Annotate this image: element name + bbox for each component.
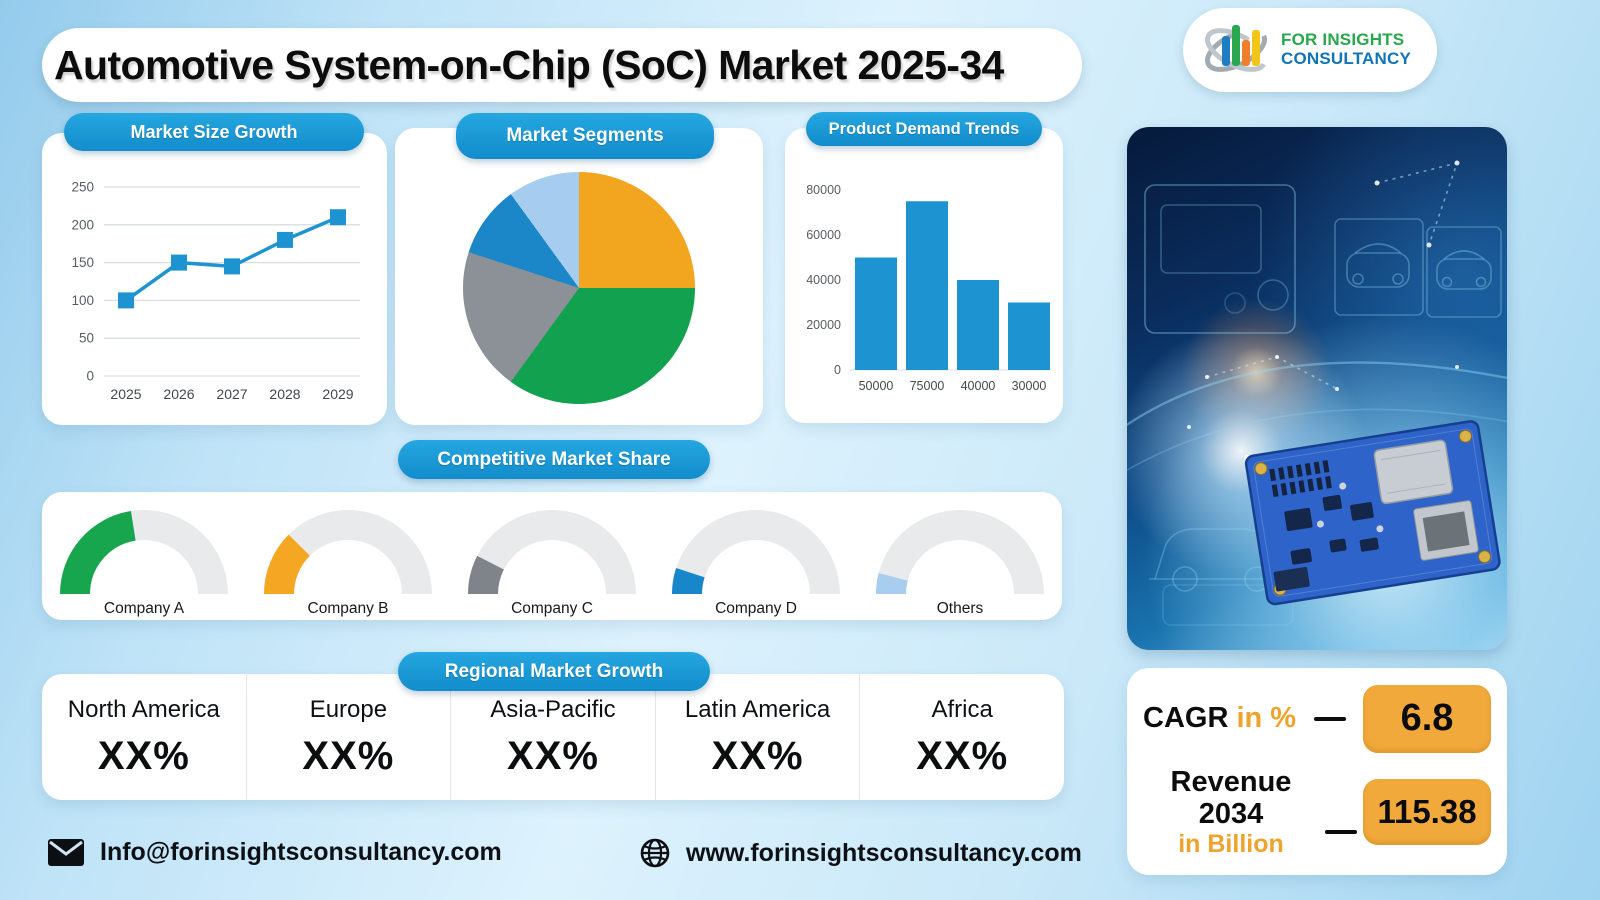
cagr-row: CAGR in % 6.8 (1143, 684, 1491, 753)
gauge-arc (264, 510, 432, 595)
gauge-company-c: Company C (450, 492, 654, 620)
svg-text:2028: 2028 (269, 386, 300, 402)
title-banner: Automotive System-on-Chip (SoC) Market 2… (42, 28, 1082, 102)
svg-text:20000: 20000 (806, 318, 841, 332)
cagr-dash (1313, 716, 1346, 721)
cagr-label: CAGR in % (1143, 701, 1297, 735)
svg-text:150: 150 (71, 255, 94, 270)
market-segments-card (395, 128, 763, 425)
region-asia-pacific: Asia-Pacific XX% (451, 674, 656, 800)
region-name: Africa (931, 695, 993, 723)
competitive-market-share-title: Competitive Market Share (398, 440, 710, 479)
cagr-unit-text: in % (1236, 701, 1297, 734)
svg-text:200: 200 (71, 217, 94, 232)
regional-market-growth-card: North America XX% Europe XX% Asia-Pacific XX%… (42, 674, 1064, 800)
region-africa: Africa XX% (860, 674, 1064, 800)
gauge-company-d: Company D (654, 492, 858, 620)
automotive-soc-tech-image (1127, 127, 1507, 650)
gauge-others: Others (858, 492, 1062, 620)
region-value: XX% (916, 733, 1009, 778)
footer-email-text: Info@forinsightsconsultancy.com (100, 838, 502, 866)
gauge-label: Company C (511, 600, 593, 617)
product-demand-trends-card: 80000 60000 40000 20000 0 50000 75000 40000 3000… (785, 128, 1063, 423)
gauge-label: Company A (103, 600, 185, 617)
market-segments-pie-chart (463, 172, 695, 404)
region-name: Europe (309, 695, 388, 723)
company-logo: FOR INSIGHTS CONSULTANCY (1183, 8, 1437, 92)
svg-text:0: 0 (834, 363, 841, 377)
revenue-label: Revenue 2034 in Billion (1143, 765, 1319, 858)
market-size-growth-card: 250 200 150 100 50 0 2025 2026 2027 2028 2029 (42, 133, 387, 425)
product-demand-trends-title: Product Demand Trends (806, 112, 1042, 146)
footer-website-text: www.forinsightsconsultancy.com (686, 838, 1082, 867)
svg-text:2027: 2027 (216, 386, 247, 402)
gauge-label: Company D (715, 600, 797, 617)
gauge-arc (876, 510, 1044, 595)
svg-text:0: 0 (86, 369, 94, 384)
svg-text:40000: 40000 (961, 379, 996, 393)
envelope-icon (48, 839, 84, 866)
gauge-company-a: Company A (42, 492, 246, 620)
gauge-label: Others (936, 600, 984, 617)
gauge-label: Company B (307, 600, 389, 617)
region-value: XX% (711, 733, 804, 778)
svg-text:80000: 80000 (806, 183, 841, 197)
revenue-value-badge: 115.38 (1363, 779, 1491, 846)
gauge-arc (672, 510, 840, 595)
region-name: Asia-Pacific (490, 695, 616, 723)
svg-text:2029: 2029 (322, 386, 353, 402)
page-title: Automotive System-on-Chip (SoC) Market 2… (54, 41, 1004, 88)
svg-text:2025: 2025 (110, 386, 141, 402)
revenue-unit-text: in Billion (1178, 829, 1284, 858)
footer-website: www.forinsightsconsultancy.com (640, 838, 1082, 868)
gauge-arc (468, 510, 636, 595)
market-size-growth-title: Market Size Growth (64, 113, 364, 151)
region-name: North America (67, 695, 220, 723)
svg-text:60000: 60000 (806, 228, 841, 242)
region-north-america: North America XX% (42, 674, 247, 800)
logo-line2: CONSULTANCY (1281, 49, 1412, 68)
cagr-label-text: CAGR (1143, 701, 1229, 734)
revenue-dash (1325, 830, 1357, 835)
stats-card: CAGR in % 6.8 Revenue 2034 in Billion 11… (1127, 668, 1507, 875)
svg-text:100: 100 (71, 293, 94, 308)
svg-text:50: 50 (79, 331, 94, 346)
product-demand-trends-chart: 80000 60000 40000 20000 0 50000 75000 40000 3000… (806, 183, 1051, 393)
revenue-row: Revenue 2034 in Billion 115.38 (1143, 765, 1491, 858)
revenue-label-text: Revenue 2034 (1170, 765, 1292, 830)
svg-text:75000: 75000 (910, 379, 945, 393)
logo-bars-icon (1205, 25, 1267, 72)
region-latin-america: Latin America XX% (656, 674, 861, 800)
cagr-value-badge: 6.8 (1362, 684, 1491, 753)
competitive-market-share-card: Company A Company B Company C Company D Othe… (42, 492, 1062, 620)
globe-icon (640, 838, 670, 868)
logo-text: FOR INSIGHTS CONSULTANCY (1281, 31, 1411, 68)
svg-text:40000: 40000 (806, 273, 841, 287)
region-value: XX% (302, 733, 395, 778)
regional-market-growth-title: Regional Market Growth (398, 652, 710, 691)
market-size-growth-chart: 250 200 150 100 50 0 2025 2026 2027 2028 2029 (71, 180, 360, 402)
region-europe: Europe XX% (247, 674, 452, 800)
gauge-arc (60, 510, 228, 595)
region-name: Latin America (684, 695, 831, 723)
svg-text:2026: 2026 (163, 386, 194, 402)
svg-text:250: 250 (71, 180, 94, 195)
svg-text:30000: 30000 (1012, 379, 1047, 393)
region-value: XX% (97, 733, 190, 778)
logo-line1: FOR INSIGHTS (1281, 30, 1405, 50)
region-value: XX% (507, 733, 599, 778)
tech-image-overlay (1127, 160, 1507, 626)
circuit-board-illustration (1244, 420, 1501, 606)
svg-text:50000: 50000 (859, 379, 894, 393)
market-segments-title: Market Segments (456, 113, 714, 159)
footer-email: Info@forinsightsconsultancy.com (48, 838, 502, 867)
gauge-company-b: Company B (246, 492, 450, 620)
